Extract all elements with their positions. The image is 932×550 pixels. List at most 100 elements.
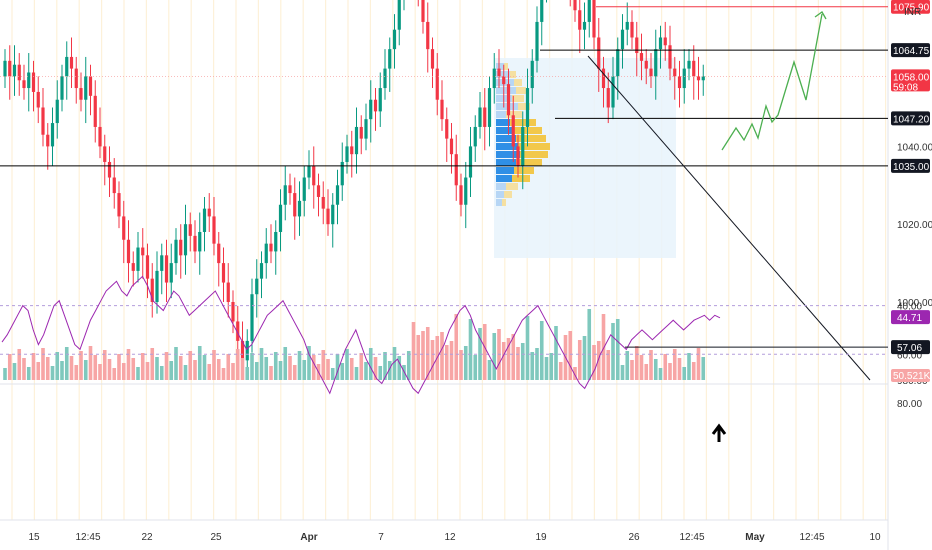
volume-bar — [36, 362, 41, 380]
volume-bar — [525, 316, 530, 380]
candle-body — [3, 60, 7, 77]
candle-body — [345, 146, 349, 162]
candle-body — [582, 21, 587, 30]
candle-body — [46, 134, 50, 147]
price-tick-label: 1020.00 — [897, 220, 932, 231]
candle-body — [8, 60, 12, 77]
candle-body — [188, 224, 192, 236]
rsi-tick-label: 80.00 — [897, 399, 922, 410]
volume-bar — [687, 353, 691, 380]
candle-body — [55, 99, 59, 124]
volume-bar — [535, 348, 539, 380]
volume-bar — [235, 349, 240, 380]
candle-body — [240, 340, 245, 361]
volume-bar — [269, 366, 273, 380]
volume-bar — [368, 348, 373, 380]
candle-body — [502, 76, 506, 85]
volume-bar — [197, 346, 202, 380]
volume-bar — [136, 367, 140, 380]
candle-body — [506, 84, 511, 116]
candle-body — [578, 10, 582, 30]
volume-bar — [164, 352, 169, 380]
profile-bar-va — [516, 135, 546, 142]
candle-body — [274, 231, 278, 252]
candle-body — [487, 88, 492, 127]
volume-bar — [430, 340, 435, 380]
volume-bar — [107, 359, 112, 380]
candle-body — [440, 99, 444, 120]
candle-body — [207, 208, 211, 217]
volume-bar — [264, 357, 269, 380]
volume-bar — [340, 363, 345, 380]
volume-bar — [3, 368, 7, 380]
volume-bar — [425, 327, 430, 380]
candle-body — [331, 204, 335, 225]
candle-body — [174, 239, 178, 264]
candle-body — [692, 60, 696, 77]
candle-body — [635, 37, 639, 54]
candle-body — [668, 45, 672, 69]
profile-bar — [504, 191, 512, 198]
candle-body — [359, 126, 363, 139]
volume-bar — [188, 351, 193, 380]
candle-body — [193, 235, 197, 252]
volume-bar — [459, 350, 463, 380]
candle-body — [293, 193, 297, 217]
volume-bar — [639, 355, 644, 380]
volume-bar — [558, 362, 563, 380]
volume-bar — [231, 363, 235, 380]
volume-bar — [117, 354, 121, 380]
profile-bar — [518, 103, 530, 110]
projection-path — [721, 13, 823, 151]
volume-bar — [207, 364, 212, 380]
candle-body — [597, 37, 601, 69]
volume-bar — [387, 361, 392, 380]
candle-body — [50, 123, 55, 147]
candle-body — [283, 185, 287, 205]
candle-body — [521, 126, 525, 166]
profile-bar-va — [496, 159, 516, 166]
volume-bar — [549, 353, 554, 380]
time-tick-label: 22 — [141, 532, 153, 543]
candle-body — [141, 247, 145, 256]
candle-body — [483, 107, 487, 127]
volume-bar — [668, 363, 672, 380]
candle-body — [164, 255, 169, 283]
candle-body — [426, 21, 430, 50]
candle-body — [397, 0, 401, 30]
volume-bar — [17, 349, 22, 380]
time-tick-label: 19 — [535, 532, 547, 543]
volume-bar — [653, 359, 658, 380]
candle-body — [245, 340, 249, 361]
candle-body — [364, 119, 368, 139]
volume-bar — [378, 366, 383, 380]
candle-body — [449, 138, 454, 155]
profile-bar-va — [496, 127, 514, 134]
candle-body — [525, 88, 530, 127]
projection-arrowhead — [814, 11, 827, 20]
volume-bar — [373, 357, 378, 380]
volume-bar — [254, 362, 259, 380]
candle-body — [473, 126, 477, 147]
candle-body — [478, 107, 482, 127]
volume-bar — [93, 355, 98, 380]
candle-body — [321, 196, 325, 209]
volume-bar — [345, 349, 349, 380]
candle-body — [673, 68, 677, 77]
candle-body — [41, 107, 45, 135]
volume-bar — [482, 324, 487, 380]
time-tick-label: 26 — [628, 532, 640, 543]
candle-body — [79, 88, 83, 100]
candle-body — [540, 0, 544, 22]
volume-bar — [202, 355, 207, 380]
volume-bar — [644, 364, 649, 380]
volume-bar — [150, 348, 155, 380]
candle-body — [497, 68, 501, 77]
profile-bar — [504, 63, 508, 70]
volume-bar — [321, 350, 326, 380]
volume-bar — [330, 368, 335, 380]
profile-bar — [496, 63, 504, 70]
volume-bar — [174, 347, 178, 380]
